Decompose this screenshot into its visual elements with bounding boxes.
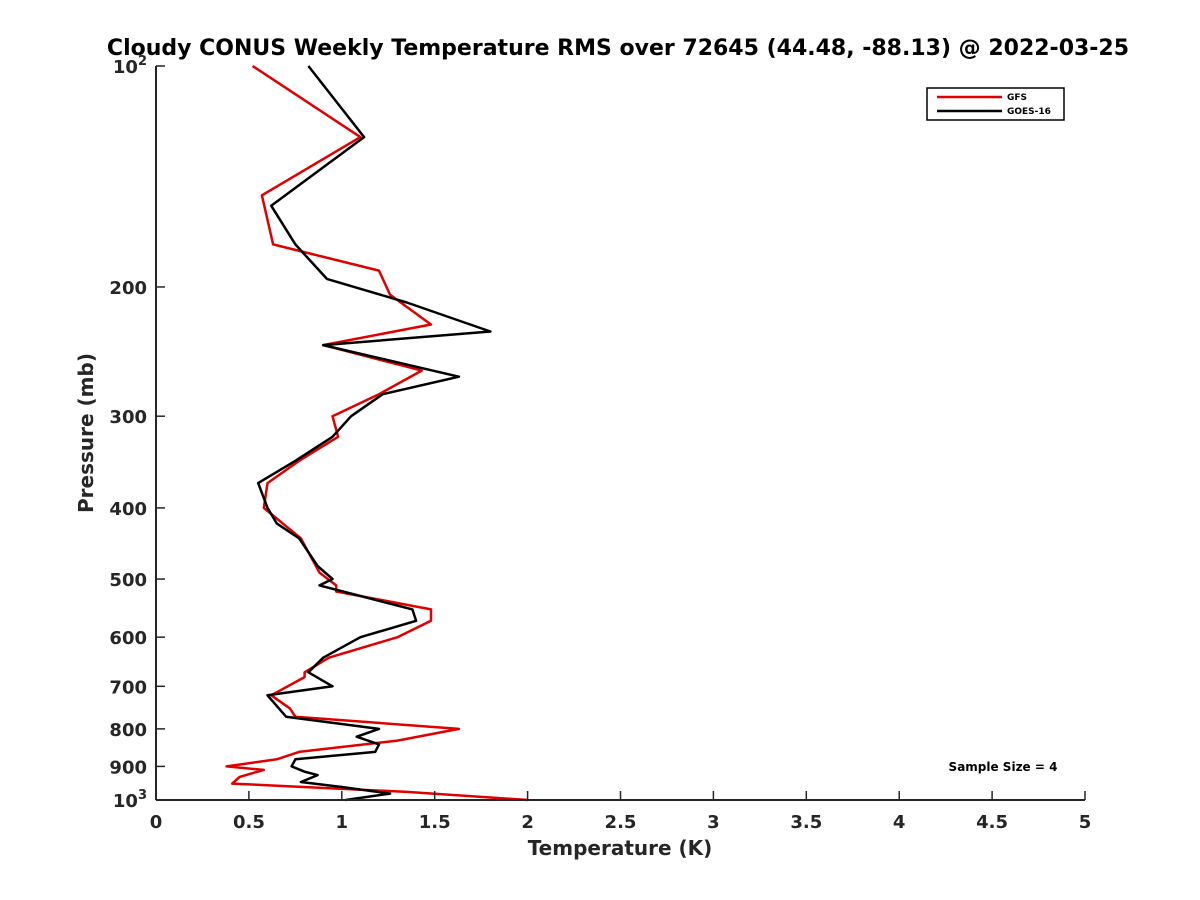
y-axis-ticks: 102 200 300 400 500 600 700 800 900 103 [109,54,165,812]
x-tick-label: 1 [336,812,349,833]
y-tick-label: 200 [109,278,147,299]
series-line-goes-16 [256,65,492,802]
y-tick-label: 900 [109,757,147,778]
legend-box [926,87,1065,121]
y-tick-label: 800 [109,720,147,741]
legend-label-goes-16: GOES-16 [1007,107,1051,117]
y-tick-label: 102 [113,54,147,78]
y-tick-label: 103 [113,788,147,812]
plot-area [225,64,528,802]
x-tick-label: 1.5 [419,812,451,833]
x-axis-title: Temperature (K) [528,836,713,860]
x-tick-label: 0 [150,812,163,833]
legend: GFS GOES-16 [926,87,1065,121]
y-tick-label: 600 [109,628,147,649]
x-tick-label: 3 [707,812,720,833]
y-axis-title: Pressure (mb) [74,353,98,513]
y-tick-label: 500 [109,570,147,591]
y-tick-label: 700 [109,677,147,698]
x-tick-label: 2 [521,812,534,833]
legend-label-gfs: GFS [1007,93,1027,103]
x-tick-label: 4 [893,812,906,833]
chart-title: Cloudy CONUS Weekly Temperature RMS over… [107,36,1129,61]
sample-size-annotation: Sample Size = 4 [949,760,1058,774]
y-tick-label: 400 [109,499,147,520]
series-line-gfs [225,64,528,802]
x-axis-ticks: 0 0.5 1 1.5 2 2.5 3 3.5 4 4.5 5 [150,791,1092,833]
x-tick-label: 0.5 [233,812,265,833]
x-tick-label: 3.5 [790,812,822,833]
x-tick-label: 4.5 [976,812,1008,833]
y-tick-label: 300 [109,407,147,428]
x-tick-label: 5 [1079,812,1092,833]
x-tick-label: 2.5 [605,812,637,833]
